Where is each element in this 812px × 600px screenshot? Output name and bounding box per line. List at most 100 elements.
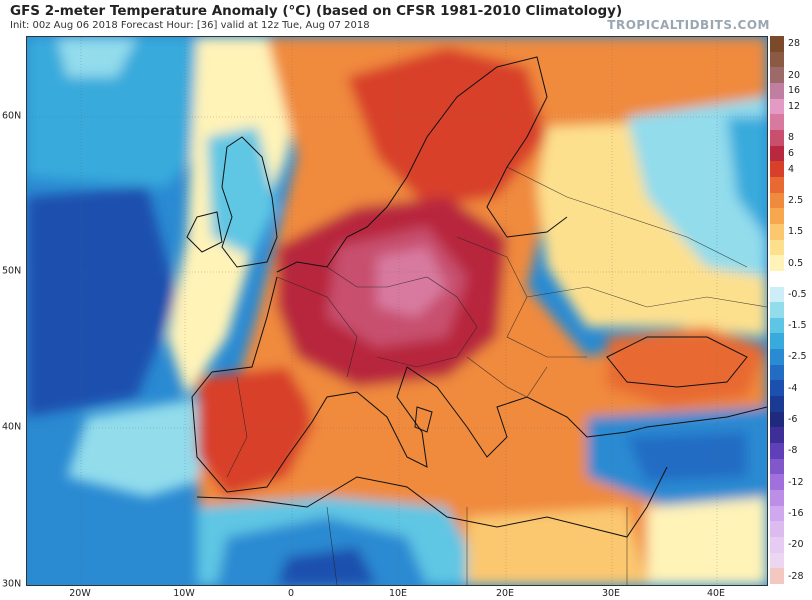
legend-level: -12: [770, 474, 812, 491]
legend-level: 12: [770, 98, 812, 115]
legend-swatch: [770, 192, 784, 209]
legend-level: [770, 270, 812, 287]
lat-label-30n: 30N: [2, 578, 22, 590]
legend-level: 6: [770, 145, 812, 162]
legend-label: -20: [788, 539, 804, 551]
ukraine-border: [526, 286, 767, 308]
legend-level: [770, 208, 812, 224]
legend-swatch: [770, 145, 784, 162]
legend-swatch: [770, 333, 784, 350]
anomaly-map-canvas: [27, 37, 767, 585]
map-title: GFS 2-meter Temperature Anomaly (°C) (ba…: [10, 3, 623, 19]
legend-level: [770, 458, 812, 475]
lon-label-30e: 30E: [601, 588, 621, 599]
lat-label-50n: 50N: [2, 265, 22, 277]
legend-label: 6: [788, 147, 795, 159]
legend-swatch: [770, 396, 784, 412]
legend-level: [770, 552, 812, 569]
legend-swatch: [770, 537, 784, 553]
legend-swatch: [770, 302, 784, 318]
legend-level: [770, 333, 812, 350]
lon-label-10w: 10W: [173, 588, 195, 599]
germany-border: [326, 266, 478, 368]
sicily-coast: [414, 406, 433, 433]
legend-level: 2.5: [770, 192, 812, 209]
anomaly-map: [26, 36, 768, 586]
lon-label-10e: 10E: [388, 588, 408, 599]
legend-swatch: [770, 98, 784, 115]
legend-level: -8: [770, 443, 812, 459]
legend-swatch: [770, 176, 784, 193]
iberia-hot: [197, 367, 317, 497]
legend-label: -0.5: [788, 288, 807, 300]
legend-swatch: [770, 36, 784, 52]
lat-label-40n: 40N: [2, 421, 22, 433]
legend-level: [770, 490, 812, 506]
legend-label: -8: [788, 445, 798, 457]
legend-level: -28: [770, 568, 812, 584]
mediterranean-north-coast: [191, 276, 767, 493]
legend-level: 28: [770, 36, 812, 52]
legend-level: -2.5: [770, 349, 812, 365]
algeria-border: [326, 506, 338, 585]
legend-label: -28: [788, 570, 804, 582]
legend-level: -6: [770, 411, 812, 428]
legend-label: 0.5: [788, 257, 804, 269]
north-africa-coast: [196, 466, 668, 538]
legend-swatch: [770, 270, 784, 287]
legend-level: [770, 521, 812, 538]
legend-label: 28: [788, 38, 801, 50]
ireland-coast: [186, 211, 223, 253]
legend-level: 1.5: [770, 223, 812, 240]
black-sea-coast: [606, 336, 748, 388]
legend-level: [770, 427, 812, 444]
legend-swatch: [770, 427, 784, 444]
legend-swatch: [770, 521, 784, 538]
legend-swatch: [770, 51, 784, 68]
black-sea-warm: [607, 327, 767, 407]
lon-label-20e: 20E: [495, 588, 515, 599]
legend-swatch: [770, 129, 784, 146]
legend-label: -1.5: [788, 320, 807, 332]
poland-border: [456, 236, 587, 358]
balkans-border: [466, 356, 548, 398]
legend-swatch: [770, 255, 784, 271]
coastlines: [186, 56, 767, 538]
lon-label-20w: 20W: [69, 588, 91, 599]
legend-swatch: [770, 458, 784, 475]
legend-label: -4: [788, 382, 798, 394]
legend-label: 8: [788, 132, 795, 144]
britain-cool: [207, 127, 277, 257]
sahara-cold: [217, 517, 427, 585]
deep-cold-region: [27, 187, 177, 417]
lat-label-60n: 60N: [2, 110, 22, 122]
legend-label: 20: [788, 69, 801, 81]
britain-coast: [221, 136, 278, 268]
legend-swatch: [770, 552, 784, 569]
legend-level: -0.5: [770, 286, 812, 303]
legend-label: 2.5: [788, 194, 804, 206]
mediterranean-warm: [307, 397, 587, 517]
legend-label: -12: [788, 476, 804, 488]
legend-swatch: [770, 474, 784, 491]
map-subtitle: Init: 00z Aug 06 2018 Forecast Hour: [36…: [10, 20, 370, 31]
color-legend: 28 20 16 12 8 6 4 2.5 1.5 0.5 -0.5 -1.5 -2.5 -4 -6 -8 -1…: [770, 36, 812, 584]
russia-colder: [727, 117, 767, 237]
legend-level: -20: [770, 537, 812, 553]
graticule: [27, 37, 767, 585]
legend-level: [770, 239, 812, 256]
legend-level: 20: [770, 67, 812, 83]
legend-level: 0.5: [770, 255, 812, 271]
portugal-border: [226, 376, 248, 478]
lon-label-40e: 40E: [706, 588, 726, 599]
heat-core: [377, 247, 447, 317]
legend-label: -2.5: [788, 351, 807, 363]
legend-swatch: [770, 286, 784, 303]
legend-swatch: [770, 239, 784, 256]
sahara-colder: [277, 547, 377, 585]
legend-swatch: [770, 67, 784, 83]
legend-swatch: [770, 380, 784, 397]
legend-label: -16: [788, 508, 804, 520]
legend-label: 12: [788, 100, 801, 112]
legend-level: [770, 396, 812, 412]
